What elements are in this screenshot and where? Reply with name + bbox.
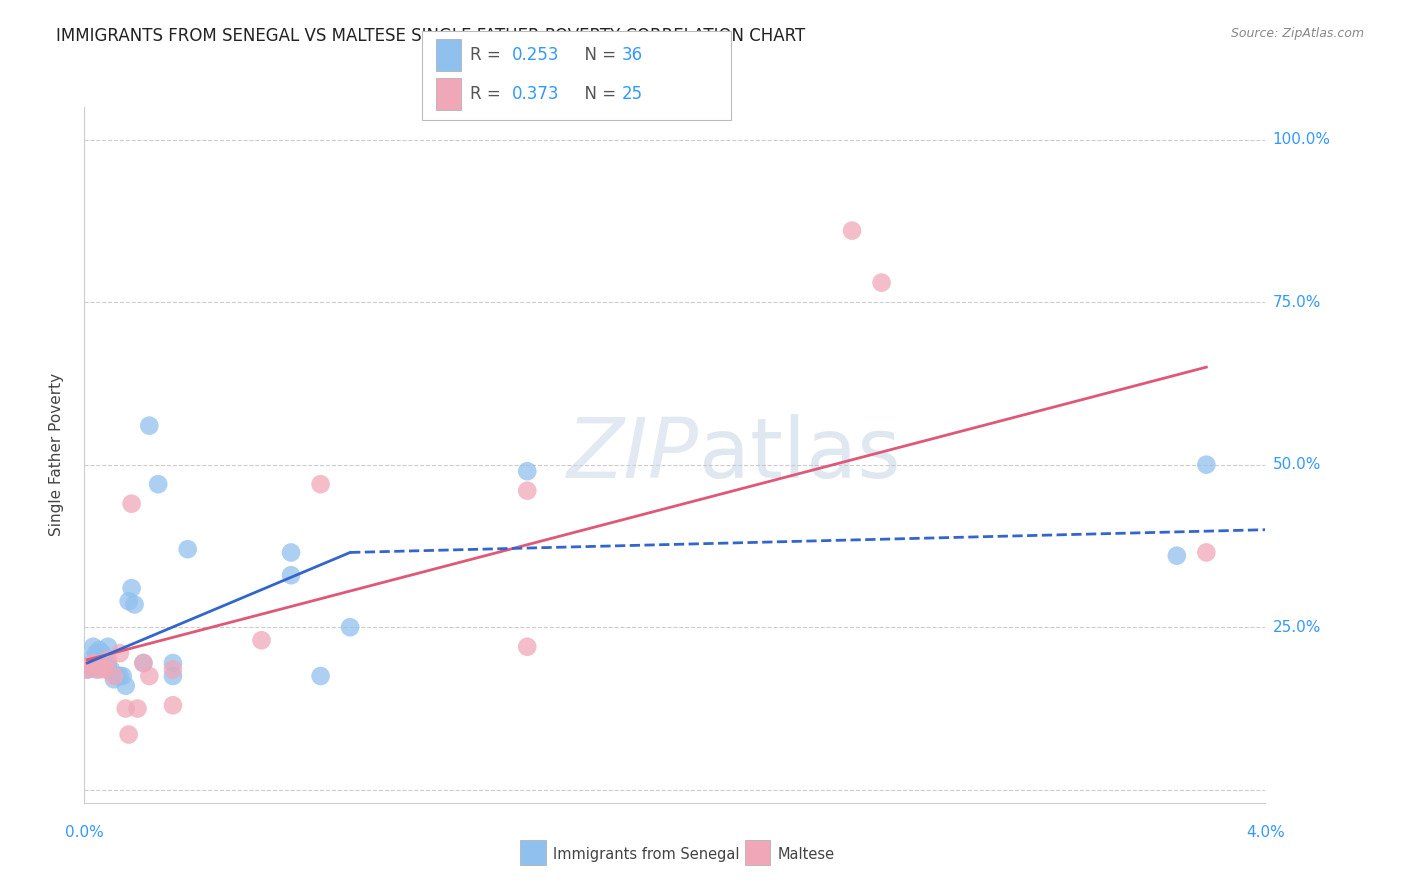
Point [870,276,893,290]
Point [82,656,104,670]
Point [138,669,160,683]
Point [105,669,128,683]
Text: Immigrants from Senegal: Immigrants from Senegal [553,847,740,862]
Text: atlas: atlas [699,415,900,495]
Point [162,656,184,670]
Point [103,672,125,686]
Text: Source: ZipAtlas.com: Source: ZipAtlas.com [1230,27,1364,40]
Point [87,663,111,677]
Text: 0.373: 0.373 [512,85,560,103]
Point [82,640,104,654]
Point [97,653,120,667]
Point [84,663,107,677]
Point [280,568,302,582]
Point [91,659,114,673]
Point [76,663,98,677]
Point [132,656,155,670]
Point [516,640,538,654]
Point [132,656,155,670]
Point [108,669,131,683]
Point [516,483,538,498]
Text: 75.0%: 75.0% [1272,294,1320,310]
Text: R =: R = [470,46,506,64]
Y-axis label: Single Father Poverty: Single Father Poverty [49,374,63,536]
Point [138,418,160,433]
Point [148,477,170,491]
Point [79,659,101,673]
Point [94,653,117,667]
Text: 25: 25 [621,85,643,103]
Point [79,653,101,667]
Point [84,646,107,660]
Point [162,669,184,683]
Point [162,698,184,713]
Point [121,581,143,595]
Point [111,669,134,683]
Point [87,643,111,657]
Point [118,594,141,608]
Point [97,640,120,654]
Point [1166,549,1188,563]
Point [97,659,120,673]
Text: N =: N = [574,85,621,103]
Point [309,669,332,683]
Text: 25.0%: 25.0% [1272,620,1320,635]
Text: 4.0%: 4.0% [1246,825,1285,840]
Point [124,598,146,612]
Point [177,542,200,557]
Point [114,701,136,715]
Point [309,477,332,491]
Point [1195,458,1218,472]
Point [162,663,184,677]
Text: Maltese: Maltese [778,847,835,862]
Point [84,659,107,673]
Point [1195,545,1218,559]
Text: 0.0%: 0.0% [65,825,104,840]
Point [114,679,136,693]
Text: N =: N = [574,46,621,64]
Text: ZIP: ZIP [567,415,699,495]
Point [339,620,361,634]
Point [91,646,114,660]
Text: 100.0%: 100.0% [1272,132,1330,147]
Text: R =: R = [470,85,506,103]
Point [91,659,114,673]
Point [250,633,273,648]
Point [103,669,125,683]
Text: 36: 36 [621,46,643,64]
Point [108,646,131,660]
Point [94,663,117,677]
Point [100,663,122,677]
Point [516,464,538,478]
Point [118,727,141,741]
Text: 50.0%: 50.0% [1272,458,1320,472]
Point [280,545,302,559]
Text: 0.253: 0.253 [512,46,560,64]
Point [79,659,101,673]
Point [87,659,111,673]
Point [841,224,863,238]
Point [127,701,149,715]
Text: IMMIGRANTS FROM SENEGAL VS MALTESE SINGLE FATHER POVERTY CORRELATION CHART: IMMIGRANTS FROM SENEGAL VS MALTESE SINGL… [56,27,806,45]
Point [76,663,98,677]
Point [121,497,143,511]
Point [82,656,104,670]
